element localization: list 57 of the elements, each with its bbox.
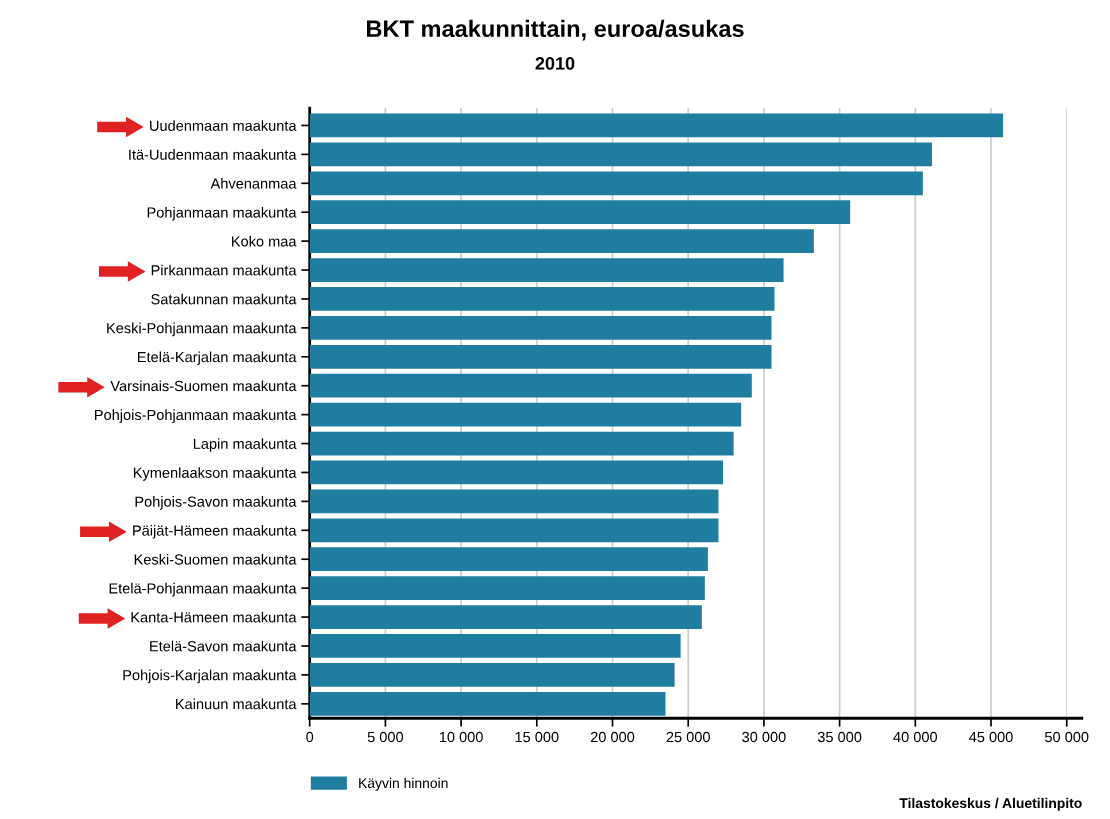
bar <box>309 316 772 340</box>
y-tick-label: Keski-Pohjanmaan maakunta <box>107 322 297 337</box>
bar <box>309 663 675 687</box>
chart-subtitle: 2010 <box>535 57 575 70</box>
bar <box>309 402 742 427</box>
bar <box>309 518 719 543</box>
y-tick-label: Pohjois-Karjalan maakunta <box>123 669 297 684</box>
bar <box>309 431 734 456</box>
bar <box>309 576 705 600</box>
x-tick-label: 0 <box>306 731 314 743</box>
x-tick-label: 20 000 <box>590 731 635 743</box>
x-tick-label: 30 000 <box>742 731 786 743</box>
text: Tilastokeskus / Aluetilinpito <box>899 797 1082 811</box>
y-tick-label: Kymenlaakson maakunta <box>133 467 297 481</box>
y-tick-label: Keski-Suomen maakunta <box>134 553 297 565</box>
y-tick-label: Ahvenanmaa <box>210 178 297 189</box>
y-tick-label: Satakunnan maakunta <box>151 293 297 305</box>
y-tick-label: Etelä-Savon maakunta <box>150 640 297 652</box>
x-tick-label: 15 000 <box>515 731 559 743</box>
bar <box>309 113 1004 138</box>
bar <box>309 344 772 369</box>
bar <box>309 229 814 253</box>
y-tick-label: Uudenmaan maakunta <box>150 120 297 131</box>
legend-label: Käyvin hinnoin <box>359 777 448 791</box>
y-tick-label: Kanta-Hämeen maakunta <box>131 611 297 623</box>
bar <box>309 489 719 514</box>
x-tick-label: 10 000 <box>439 731 483 743</box>
bar <box>309 691 666 716</box>
bar <box>309 547 708 572</box>
bar <box>309 373 752 398</box>
x-tick-label: 50 000 <box>1044 731 1089 743</box>
x-tick-label: 25 000 <box>666 731 710 743</box>
bar <box>309 634 681 658</box>
x-tick-label: 45 000 <box>969 731 1013 743</box>
y-tick-label: Pohjois-Savon maakunta <box>135 496 297 510</box>
y-tick-label: Kainuun maakunta <box>176 698 297 710</box>
bar <box>309 605 702 629</box>
y-tick-label: Lapin maakunta <box>193 438 297 452</box>
bar <box>309 258 784 282</box>
bar <box>309 200 851 225</box>
y-tick-label: Pirkanmaan maakunta <box>151 264 297 276</box>
x-tick-label: 35 000 <box>817 731 862 743</box>
y-tick-label: Pohjois-Pohjanmaan maakunta <box>95 409 297 423</box>
y-tick-label: Päijät-Hämeen maakunta <box>133 525 297 539</box>
bar <box>309 171 923 196</box>
chart-title: BKT maakunnittain, euroa/asukas <box>366 19 744 41</box>
y-tick-label: Etelä-Karjalan maakunta <box>138 351 297 366</box>
x-tick-label: 40 000 <box>893 731 938 743</box>
y-tick-label: Itä-Uudenmaan maakunta <box>129 149 297 160</box>
y-tick-label: Varsinais-Suomen maakunta <box>110 380 297 392</box>
bar <box>309 287 775 311</box>
y-tick-label: Etelä-Pohjanmaan maakunta <box>109 582 297 597</box>
y-tick-label: Pohjanmaan maakunta <box>147 206 297 221</box>
bar <box>309 142 932 167</box>
x-tick-label: 5 000 <box>367 731 404 743</box>
bar <box>309 460 724 485</box>
y-tick-label: Koko maa <box>232 235 297 247</box>
